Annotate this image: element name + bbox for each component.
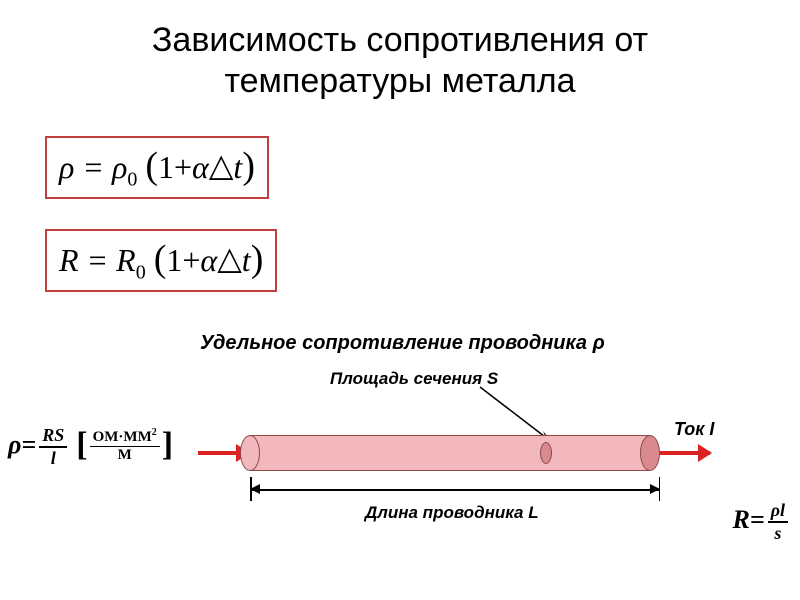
unit-bracket: [ ОМ·ММ2 М ] <box>76 426 173 464</box>
rho-frac: RS l <box>39 425 67 469</box>
eq: = <box>82 149 112 185</box>
unit-num-txt: ОМ·ММ <box>93 429 152 445</box>
bracket-r: ] <box>162 426 173 464</box>
f2-one: 1 <box>166 242 182 278</box>
formula-area: ρ = ρ0 (1+α△t) R = R0 (1+α△t) <box>0 126 800 293</box>
f1-one: 1 <box>158 149 174 185</box>
f1-plus: + <box>174 149 192 185</box>
f1-paren-o: ( <box>145 145 158 187</box>
f1-paren-c: ) <box>242 145 255 187</box>
title-line-1: Зависимость сопротивления от <box>152 21 648 59</box>
unit-num: ОМ·ММ2 <box>90 427 160 447</box>
f2-delta: △ <box>217 239 242 277</box>
f2-t: t <box>242 242 251 278</box>
f2-base: R <box>116 242 136 278</box>
page-title: Зависимость сопротивления от температуры… <box>0 0 800 102</box>
rho-formula: ρ= RS l [ ОМ·ММ2 М ] <box>8 423 173 467</box>
rho-den: l <box>48 448 59 469</box>
f2-sub: 0 <box>136 261 146 283</box>
f1-alpha: α <box>192 149 209 185</box>
f2-plus: + <box>182 242 200 278</box>
f2-paren-c: ) <box>251 238 264 280</box>
r-formula: R= ρl s <box>733 498 788 542</box>
r-lhs: R= <box>733 505 765 535</box>
f1-delta: △ <box>209 146 234 184</box>
formula-rho: ρ = ρ0 (1+α△t) <box>45 136 269 199</box>
diagram-area: ρ= RS l [ ОМ·ММ2 М ] Площадь сечения S <box>0 363 800 573</box>
unit-frac: ОМ·ММ2 М <box>90 427 160 464</box>
unit-sup: 2 <box>152 427 157 438</box>
f2-lhs: R <box>59 242 79 278</box>
r-num: ρl <box>768 500 788 523</box>
f1-t: t <box>233 149 242 185</box>
eq2: = <box>87 242 117 278</box>
length-label: Длина проводника L <box>365 503 539 523</box>
unit-den: М <box>115 447 135 464</box>
f1-sub: 0 <box>127 168 137 190</box>
formula-r: R = R0 (1+α△t) <box>45 229 277 292</box>
conductor-cylinder <box>240 435 660 471</box>
f1-base: ρ <box>112 149 127 185</box>
section-label: Площадь сечения S <box>330 369 498 389</box>
rho-lhs: ρ= <box>8 430 36 460</box>
title-line-2: температуры металла <box>224 62 575 100</box>
f1-lhs: ρ <box>59 149 74 185</box>
f2-alpha: α <box>200 242 217 278</box>
current-label: Ток I <box>674 419 714 440</box>
rho-num: RS <box>39 425 67 448</box>
r-frac: ρl s <box>768 500 788 544</box>
subtitle: Удельное сопротивление проводника ρ <box>200 332 800 355</box>
r-den: s <box>771 523 784 544</box>
f2-paren-o: ( <box>154 238 167 280</box>
bracket-l: [ <box>76 426 87 464</box>
